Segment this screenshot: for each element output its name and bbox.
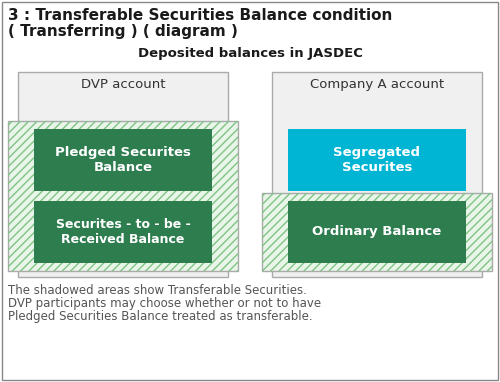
Text: Securites - to - be -
Received Balance: Securites - to - be - Received Balance bbox=[56, 218, 190, 246]
Text: Pledged Securities Balance treated as transferable.: Pledged Securities Balance treated as tr… bbox=[8, 310, 312, 323]
Text: 3 : Transferable Securities Balance condition: 3 : Transferable Securities Balance cond… bbox=[8, 8, 392, 23]
Text: The shadowed areas show Transferable Securities.: The shadowed areas show Transferable Sec… bbox=[8, 284, 307, 297]
Bar bbox=[288, 201, 466, 263]
Bar bbox=[18, 72, 228, 277]
Bar bbox=[272, 72, 482, 277]
Bar bbox=[262, 193, 492, 271]
Bar bbox=[8, 121, 238, 271]
Text: DVP participants may choose whether or not to have: DVP participants may choose whether or n… bbox=[8, 297, 321, 310]
Text: DVP account: DVP account bbox=[81, 78, 165, 91]
Text: ( Transferring ) ( diagram ): ( Transferring ) ( diagram ) bbox=[8, 24, 238, 39]
Bar bbox=[288, 129, 466, 191]
Text: Pledged Securites
Balance: Pledged Securites Balance bbox=[55, 146, 191, 174]
Text: Segregated
Securites: Segregated Securites bbox=[334, 146, 420, 174]
Bar bbox=[8, 121, 238, 271]
Bar bbox=[34, 201, 212, 263]
Text: Deposited balances in JASDEC: Deposited balances in JASDEC bbox=[138, 47, 362, 60]
Bar bbox=[34, 129, 212, 191]
Text: Company A account: Company A account bbox=[310, 78, 444, 91]
Bar bbox=[262, 193, 492, 271]
Text: Ordinary Balance: Ordinary Balance bbox=[312, 225, 442, 238]
